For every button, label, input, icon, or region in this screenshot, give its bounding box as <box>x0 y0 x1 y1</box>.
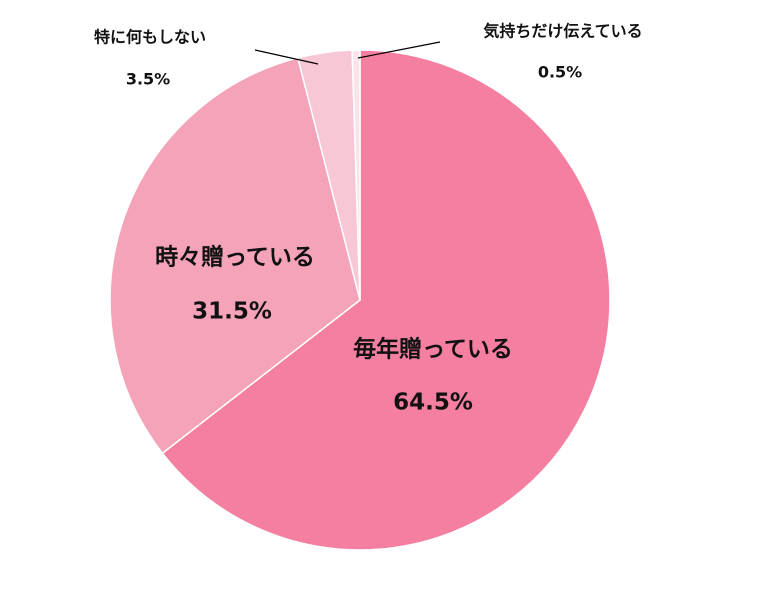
pie-slice <box>351 49 361 301</box>
slice-label: 特に何もしない <box>94 28 206 47</box>
slice-label: 時々贈っている <box>155 244 315 271</box>
slice-label: 気持ちだけ伝えている <box>483 22 642 41</box>
pie-slice <box>109 56 361 455</box>
leader-line <box>254 49 319 65</box>
slice-label: 毎年贈っている <box>353 336 513 363</box>
leader-line <box>357 41 441 59</box>
pie-slice <box>161 49 611 551</box>
value-label: 64.5% <box>393 390 473 416</box>
value-label: 0.5% <box>538 63 582 82</box>
value-label: 3.5% <box>126 70 170 89</box>
value-label: 31.5% <box>192 299 272 325</box>
